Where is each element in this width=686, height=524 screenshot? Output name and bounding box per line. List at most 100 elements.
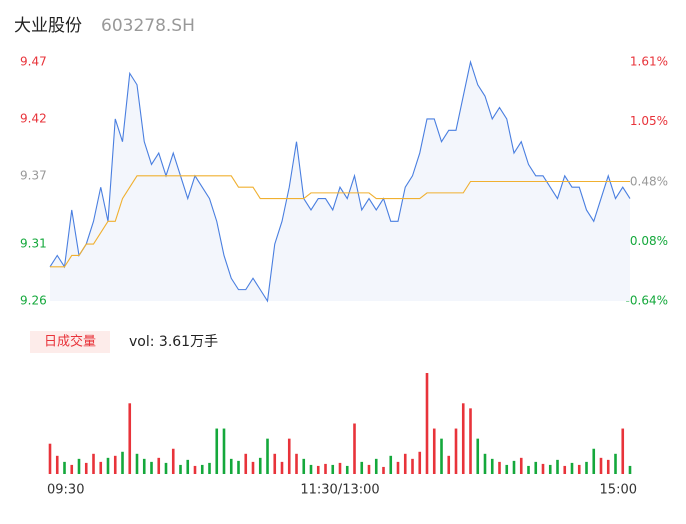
volume-bar [142, 458, 146, 474]
volume-bar [577, 464, 581, 474]
volume-bar [548, 464, 552, 474]
x-tick-label: 09:30 [47, 483, 84, 498]
volume-bar [113, 455, 117, 474]
volume-bar [266, 438, 269, 474]
volume-bar [505, 464, 509, 474]
stock-name: 大业股份 [14, 16, 82, 36]
volume-bar [48, 443, 52, 474]
volume-bar [534, 461, 538, 474]
volume-bar [512, 460, 516, 474]
volume-bar [121, 451, 124, 474]
volume-bar [556, 459, 559, 474]
volume-bar [374, 458, 378, 474]
volume-bar [403, 453, 407, 474]
average-line [50, 175, 630, 268]
volume-bar [389, 455, 393, 474]
volume-bar [193, 465, 197, 474]
volume-bar [367, 464, 371, 474]
volume-bar [447, 455, 451, 474]
volume-bar [476, 438, 480, 474]
volume-bar [345, 465, 349, 474]
volume-bar [519, 457, 523, 474]
volume-badge: 日成交量 [44, 334, 96, 350]
volume-bar [280, 461, 284, 474]
volume-bar [63, 461, 66, 474]
volume-bar [483, 453, 487, 474]
volume-bar [338, 462, 342, 474]
volume-bar [55, 455, 59, 474]
volume-bar [273, 453, 277, 474]
volume-bar [418, 451, 422, 474]
volume-bar [614, 453, 617, 474]
volume-bar [469, 408, 472, 474]
volume-bar [251, 461, 255, 474]
volume-bar [541, 463, 545, 474]
volume-bar [106, 457, 110, 474]
volume-bar [157, 457, 161, 474]
volume-bar [200, 464, 204, 474]
volume-text: vol: 3.61万手 [129, 334, 218, 350]
volume-bar [585, 461, 588, 474]
x-tick-label: 11:30/13:00 [300, 483, 379, 498]
y2-tick-label: -0.08% [626, 234, 668, 248]
volume-bar [382, 466, 385, 474]
volume-bar [425, 373, 429, 474]
volume-bar [527, 465, 530, 474]
volume-bar [316, 465, 320, 474]
y-tick-label: 9.42 [20, 111, 47, 125]
volume-bar [331, 464, 335, 474]
volume-bar [599, 457, 603, 474]
volume-bar [84, 462, 88, 474]
volume-bar [237, 460, 240, 474]
volume-bar [99, 461, 103, 474]
volume-bar [215, 428, 219, 474]
volume-bar [461, 403, 465, 474]
volume-bar [171, 448, 175, 474]
volume-bar [628, 465, 632, 474]
volume-bar [570, 462, 574, 474]
volume-bar [186, 459, 190, 474]
volume-bar [128, 403, 132, 474]
volume-bar [229, 458, 233, 474]
volume-bar [135, 453, 139, 474]
y-tick-label: 9.31 [20, 237, 47, 251]
volume-bar [222, 428, 226, 474]
y2-tick-label: 1.61% [630, 55, 668, 69]
volume-bar [440, 438, 443, 474]
volume-bar [454, 428, 458, 474]
stock-code: 603278.SH [101, 16, 195, 36]
volume-bar [258, 457, 262, 474]
volume-bar [498, 461, 501, 474]
volume-bar [150, 461, 153, 474]
volume-bar [353, 423, 356, 474]
volume-bar [179, 464, 182, 474]
volume-bar [302, 458, 306, 474]
volume-bar [208, 462, 211, 474]
y-tick-label: 9.26 [20, 294, 47, 308]
y-tick-label: 9.37 [20, 168, 47, 182]
volume-bar [164, 462, 168, 474]
volume-bar [563, 465, 567, 474]
y2-tick-label: 1.05% [630, 114, 668, 128]
price-area [50, 62, 630, 301]
volume-bar [621, 428, 625, 474]
volume-bar [360, 461, 364, 474]
volume-bar [432, 428, 436, 474]
y2-tick-label: -0.64% [626, 294, 668, 308]
y-tick-label: 9.47 [20, 55, 47, 69]
volume-bar [287, 438, 291, 474]
x-tick-label: 15:00 [600, 483, 637, 498]
volume-bar [77, 458, 81, 474]
price-line [49, 59, 631, 303]
volume-bar [606, 459, 610, 474]
volume-bar [324, 463, 327, 474]
volume-bar [70, 464, 74, 474]
y2-tick-label: 0.48% [630, 175, 668, 189]
volume-bar [92, 453, 95, 474]
volume-bar [396, 461, 400, 474]
volume-bar [244, 453, 248, 474]
volume-badge-bg [30, 331, 110, 353]
volume-bar [592, 448, 596, 474]
